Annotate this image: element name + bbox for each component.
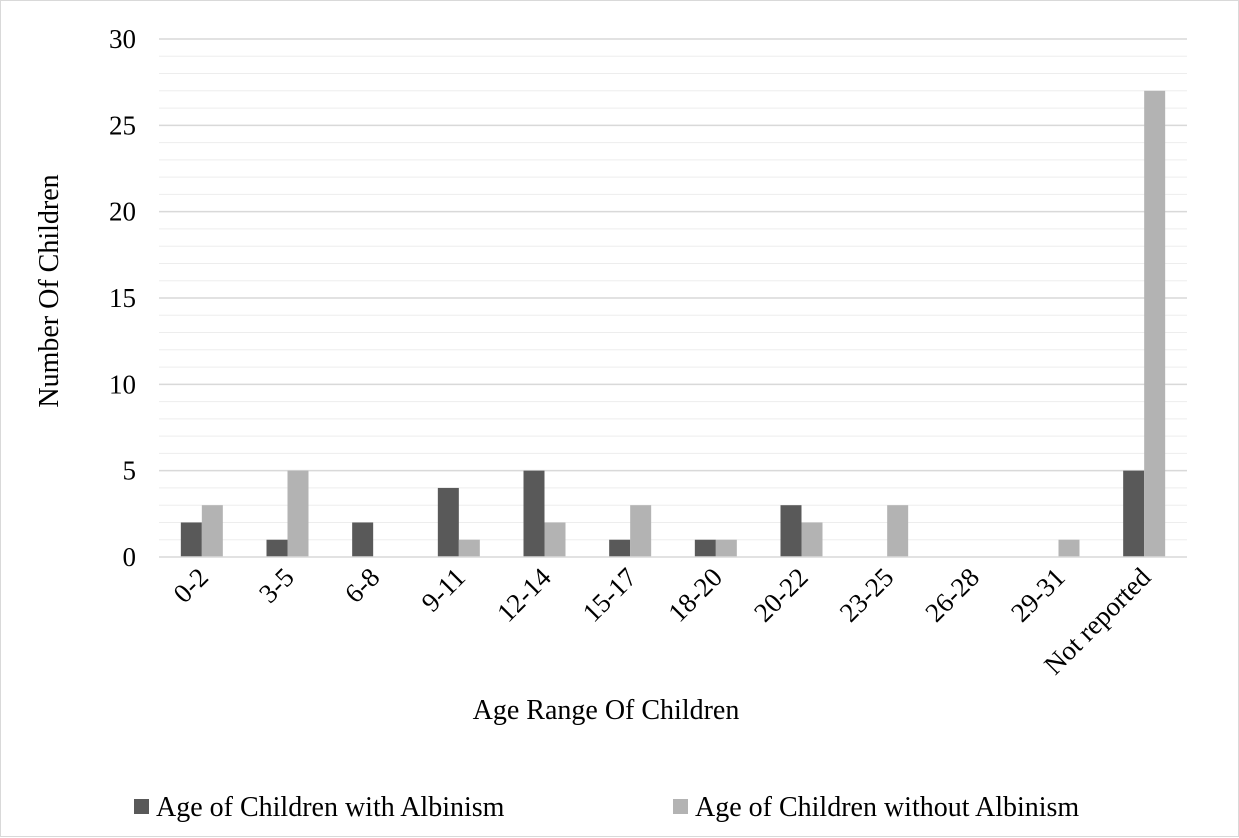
y-tick-label: 0 [123, 542, 137, 572]
gridlines [159, 38, 1187, 541]
bar-with-albinism [180, 522, 202, 557]
bar-with-albinism [437, 487, 459, 557]
bar-with-albinism [1123, 470, 1145, 557]
x-tick-label: 20-22 [748, 562, 814, 628]
y-tick-label: 5 [123, 456, 137, 486]
x-tick-label: 18-20 [662, 562, 728, 628]
bar-with-albinism [609, 539, 631, 557]
x-tick-label: 3-5 [253, 562, 300, 609]
y-tick-label: 30 [109, 24, 136, 54]
y-axis-ticks: 0 5 10 15 20 25 30 [109, 24, 136, 572]
bar-with-albinism [780, 505, 802, 557]
x-tick-label: 9-11 [416, 562, 472, 618]
y-tick-label: 20 [109, 197, 136, 227]
bar-without-albinism [1058, 539, 1080, 557]
bar-without-albinism [801, 522, 823, 557]
bar-without-albinism [887, 505, 909, 557]
bar-with-albinism [694, 539, 716, 557]
bar-without-albinism [458, 539, 480, 557]
legend: Age of Children with Albinism Age of Chi… [134, 792, 1079, 823]
bar-with-albinism [523, 470, 545, 557]
x-axis-title: Age Range Of Children [473, 695, 740, 726]
legend-swatch-without-albinism [673, 799, 688, 814]
x-tick-label: 12-14 [491, 562, 557, 628]
y-axis-title: Number Of Children [34, 174, 65, 407]
y-tick-label: 25 [109, 110, 136, 140]
x-tick-label: 29-31 [1005, 562, 1071, 628]
bar-without-albinism [201, 505, 223, 557]
x-tick-label: 26-28 [919, 562, 985, 628]
bar-without-albinism [1144, 90, 1166, 558]
x-axis-ticks: 0-2 3-5 6-8 9-11 12-14 15-17 18-20 20-22 23-25 26… [167, 562, 1156, 681]
bars [180, 90, 1166, 558]
bar-without-albinism [544, 522, 566, 557]
x-tick-label: 6-8 [339, 562, 386, 609]
legend-label-without-albinism: Age of Children without Albinism [695, 792, 1079, 823]
x-tick-label: 0-2 [167, 562, 214, 609]
y-tick-label: 15 [109, 283, 136, 313]
bar-with-albinism [352, 522, 374, 557]
legend-label-with-albinism: Age of Children with Albinism [156, 792, 505, 823]
y-tick-label: 10 [109, 369, 136, 399]
legend-swatch-with-albinism [134, 799, 149, 814]
bar-without-albinism [630, 505, 652, 557]
x-tick-label: 15-17 [577, 562, 643, 628]
bar-with-albinism [266, 539, 288, 557]
bar-without-albinism [715, 539, 737, 557]
bar-without-albinism [287, 470, 309, 557]
x-tick-label: 23-25 [834, 562, 900, 628]
